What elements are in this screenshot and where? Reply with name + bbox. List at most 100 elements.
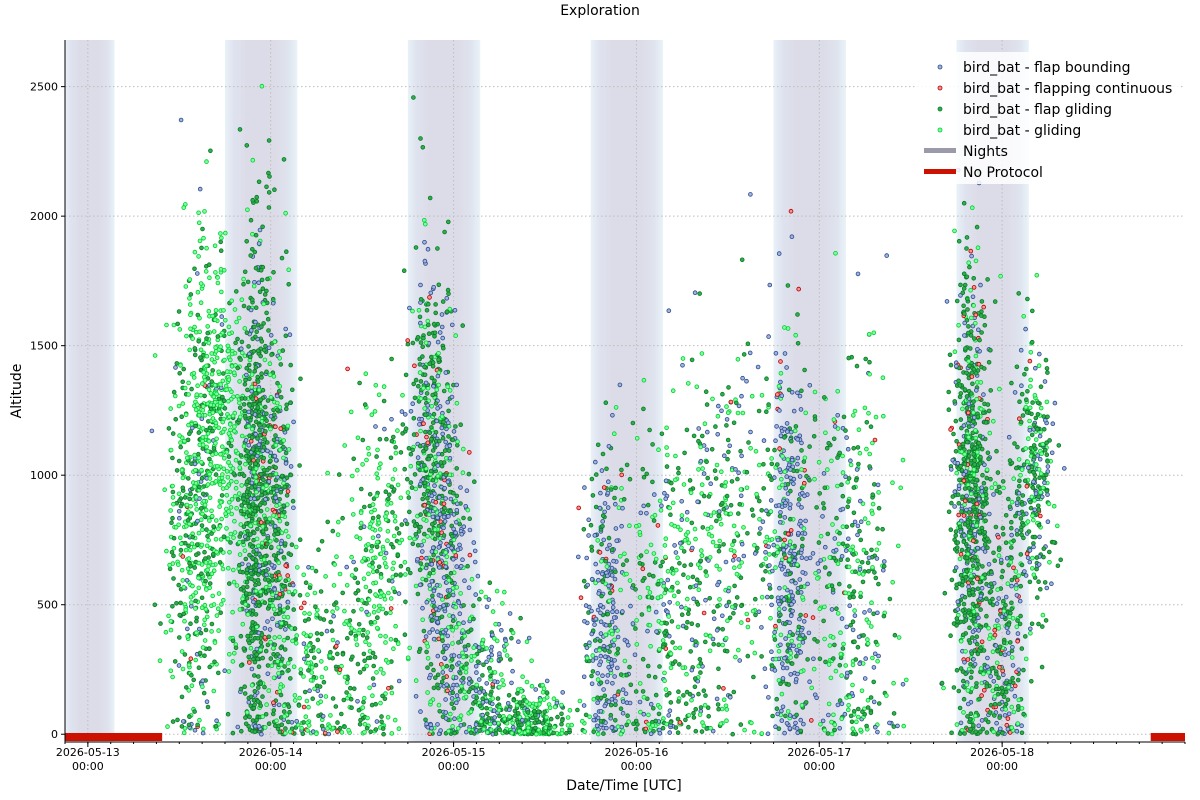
scatter-point: [488, 673, 493, 679]
scatter-point: [204, 336, 209, 341]
scatter-point: [254, 489, 259, 495]
scatter-point: [587, 640, 592, 645]
scatter-point: [509, 635, 514, 641]
scatter-point: [417, 320, 423, 326]
scatter-point: [599, 468, 605, 473]
scatter-point: [611, 642, 617, 648]
scatter-point: [334, 606, 340, 611]
scatter-point: [774, 696, 779, 702]
scatter-point: [213, 399, 218, 405]
scatter-point: [247, 552, 252, 558]
scatter-point: [203, 606, 209, 612]
scatter-point: [396, 591, 402, 596]
scatter-point: [672, 659, 678, 664]
scatter-point: [180, 554, 186, 559]
scatter-point: [246, 442, 252, 448]
scatter-point: [213, 536, 219, 542]
scatter-point: [598, 708, 604, 714]
scatter-point: [283, 450, 289, 456]
scatter-point: [290, 582, 296, 588]
scatter-point: [428, 453, 434, 459]
scatter-point: [675, 624, 681, 630]
scatter-point: [325, 726, 330, 731]
scatter-point: [189, 541, 195, 547]
scatter-point: [255, 379, 261, 384]
scatter-point: [620, 687, 626, 692]
scatter-point: [437, 495, 442, 500]
scatter-point: [186, 543, 191, 549]
scatter-point: [374, 625, 380, 631]
scatter-point: [176, 491, 182, 497]
scatter-point: [220, 419, 226, 425]
scatter-point: [688, 562, 694, 567]
scatter-point: [196, 665, 202, 670]
scatter-point: [203, 627, 209, 633]
scatter-point: [744, 611, 750, 617]
scatter-point: [703, 511, 708, 517]
scatter-point: [638, 553, 644, 558]
scatter-point: [711, 510, 717, 515]
scatter-point: [346, 693, 352, 698]
scatter-point: [276, 560, 282, 566]
scatter-point: [278, 541, 284, 547]
scatter-point: [604, 466, 609, 472]
scatter-point: [264, 702, 269, 707]
scatter-point: [393, 450, 399, 456]
scatter-point: [178, 547, 184, 553]
scatter-point: [188, 621, 193, 626]
scatter-point: [314, 631, 320, 636]
scatter-point: [215, 280, 221, 286]
scatter-point: [256, 603, 262, 609]
scatter-point: [319, 674, 325, 680]
scatter-point: [206, 262, 212, 268]
scatter-point: [666, 614, 671, 619]
scatter-point: [447, 455, 453, 461]
scatter-point: [158, 621, 163, 626]
scatter-point: [600, 673, 605, 678]
scatter-point: [285, 573, 291, 578]
scatter-point: [193, 598, 198, 604]
scatter-point: [188, 292, 194, 297]
scatter-point: [248, 307, 254, 313]
scatter-point: [207, 518, 212, 523]
scatter-point: [611, 431, 617, 437]
scatter-point: [324, 628, 330, 634]
scatter-point: [776, 618, 782, 624]
scatter-point: [205, 482, 211, 487]
scatter-point: [259, 731, 264, 737]
scatter-point: [443, 627, 449, 633]
scatter-point: [301, 641, 307, 646]
scatter-point: [373, 424, 378, 429]
scatter-point: [254, 646, 260, 652]
scatter-point: [238, 522, 244, 527]
scatter-point: [554, 700, 560, 706]
scatter-point: [693, 536, 698, 542]
scatter-point: [402, 632, 408, 637]
scatter-point: [389, 690, 395, 696]
scatter-point: [284, 402, 290, 408]
scatter-point: [273, 424, 278, 430]
scatter-point: [362, 729, 367, 735]
scatter-point: [714, 696, 720, 702]
scatter-point: [285, 489, 291, 494]
scatter-point: [244, 489, 250, 495]
scatter-point: [533, 725, 538, 731]
scatter-point: [252, 520, 258, 526]
scatter-point: [492, 670, 498, 675]
scatter-point: [307, 611, 312, 616]
scatter-point: [716, 666, 721, 672]
scatter-point: [693, 706, 698, 712]
scatter-point: [707, 648, 713, 654]
scatter-point: [646, 607, 652, 613]
scatter-point: [668, 700, 674, 705]
scatter-point: [602, 703, 608, 709]
scatter-point: [279, 722, 285, 727]
scatter-point: [511, 697, 517, 703]
scatter-point: [615, 724, 621, 729]
scatter-point: [272, 339, 278, 345]
scatter-point: [181, 611, 187, 617]
scatter-point: [265, 316, 271, 322]
scatter-point: [277, 634, 282, 640]
scatter-point: [441, 603, 446, 608]
scatter-point: [211, 602, 217, 607]
